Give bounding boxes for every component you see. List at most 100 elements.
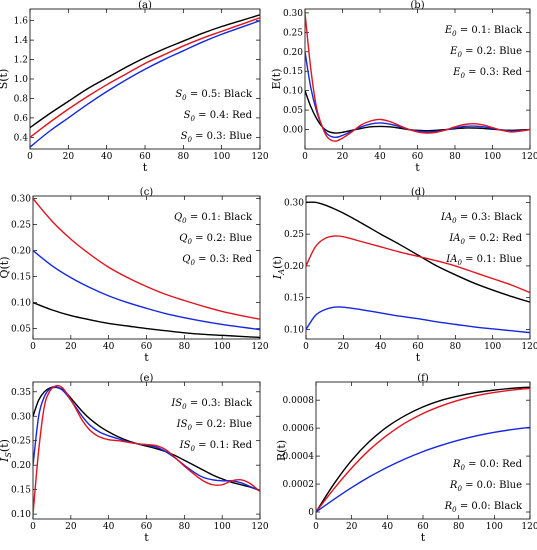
legend-entry-2: S0 = 0.4: Red: [184, 110, 253, 123]
y-axis-label: E(t): [270, 68, 283, 89]
legend: IS0 = 0.3: Black IS0 = 0.2: Blue IS0 = 0.1…: [170, 398, 253, 453]
x-tick-label: 20: [65, 522, 77, 532]
y-tick-label: 0.25: [283, 28, 303, 38]
series-line-3: [306, 306, 530, 334]
x-tick-label: 100: [486, 522, 503, 532]
legend-entry-1: Q0 = 0.1: Black: [174, 212, 253, 225]
y-tick-label: 0.10: [11, 510, 31, 520]
x-axis-label: t: [415, 161, 420, 174]
legend-entry-3: E0 = 0.3: Red: [452, 67, 522, 80]
y-tick-label: 0.10: [11, 299, 31, 309]
x-tick-label: 0: [303, 342, 309, 352]
panel-title: (f): [417, 373, 429, 384]
series-line-3: [30, 20, 260, 148]
x-tick-label: 120: [251, 342, 268, 352]
legend-entry-2: R0 = 0.0: Blue: [449, 480, 522, 493]
x-tick-label: 20: [63, 152, 75, 162]
y-tick-label: 0.05: [11, 325, 31, 335]
x-tick-label: 20: [346, 522, 358, 532]
series-line-2: [305, 51, 530, 139]
legend-entry-1: R0 = 0.0: Red: [452, 459, 523, 472]
x-tick-label: 40: [103, 342, 115, 352]
legend-entry-2: IA0 = 0.2: Red: [448, 233, 522, 246]
y-tick-label: 0.30: [283, 9, 303, 19]
series-line-1: [316, 386, 530, 513]
series-line-3: [33, 384, 260, 515]
y-tick-label: 0.10: [283, 87, 303, 97]
x-tick-label: 60: [412, 342, 424, 352]
x-tick-label: 80: [449, 152, 461, 162]
panel-e: (e) 0 20 40 60 80 100 120 0.10 0.15 0.20 0.25 0.30 0.…: [0, 373, 269, 544]
x-tick-label: 60: [139, 152, 151, 162]
x-tick-label: 80: [178, 152, 190, 162]
legend: R0 = 0.0: Red R0 = 0.0: Blue R0 = 0.0: Bla…: [444, 459, 523, 514]
x-tick-label: 120: [251, 152, 268, 162]
series-line-2: [30, 17, 260, 138]
y-tick-label: 1.0: [14, 75, 29, 85]
y-tick-label: 0.10: [284, 325, 304, 335]
x-tick-label: 120: [521, 342, 537, 352]
x-tick-label: 0: [302, 152, 308, 162]
legend: E0 = 0.1: Black E0 = 0.2: Blue E0 = 0.3: R…: [444, 25, 523, 80]
y-axis-label: R(t): [275, 440, 288, 461]
series-line-1: [305, 90, 530, 134]
y-tick-label: 1.4: [14, 36, 29, 46]
x-tick-label: 80: [450, 342, 462, 352]
y-tick-label: 0.20: [11, 247, 31, 257]
legend-entry-1: E0 = 0.1: Black: [444, 25, 523, 38]
x-axis-label: t: [144, 351, 149, 364]
x-tick-label: 60: [141, 522, 153, 532]
y-tick-label: 0.0006: [283, 424, 315, 434]
legend-entry-3: IA0 = 0.1: Blue: [445, 254, 522, 267]
panel-title: (d): [411, 187, 425, 198]
x-tick-label: 100: [484, 342, 501, 352]
panel-c: (c) 0 20 40 60 80 100 120 0.05 0.10 0.15 0.20 0.25 0.…: [0, 187, 269, 364]
legend-entry-1: IS0 = 0.3: Black: [170, 398, 253, 411]
x-tick-label: 100: [213, 152, 230, 162]
series-line-2: [316, 387, 530, 513]
y-tick-label: 0.8: [14, 94, 29, 104]
legend-entry-2: E0 = 0.2: Blue: [449, 46, 522, 59]
x-tick-label: 0: [313, 522, 319, 532]
x-tick-label: 40: [103, 522, 115, 532]
y-tick-label: 0.4: [14, 133, 29, 143]
x-axis-label: t: [416, 351, 421, 364]
y-axis-label: S(t): [0, 69, 10, 90]
y-tick-label: 0.30: [11, 195, 31, 205]
y-tick-label: 0.20: [284, 262, 304, 272]
x-tick-label: 20: [65, 342, 77, 352]
x-tick-label: 40: [374, 152, 386, 162]
panel-a: (a) 0 20 40 60 80 100 120 0.4 0.6 0.8 1.0 1.2 1.4 1.6 t…: [0, 0, 269, 174]
x-axis-label: t: [421, 531, 426, 544]
legend-entry-1: IA0 = 0.3: Black: [440, 212, 523, 225]
x-tick-label: 80: [179, 342, 191, 352]
panel-title: (b): [410, 0, 424, 11]
panel-title: (c): [140, 187, 154, 198]
y-tick-label: 0.15: [11, 486, 31, 496]
series-line-3: [33, 198, 260, 320]
y-tick-label: 1.6: [14, 17, 29, 27]
legend: IA0 = 0.3: Black IA0 = 0.2: Red IA0 = 0.1:…: [440, 212, 523, 267]
x-tick-label: 100: [214, 342, 231, 352]
x-tick-label: 40: [375, 342, 387, 352]
y-tick-label: 0.25: [284, 230, 304, 240]
x-tick-label: 80: [179, 522, 191, 532]
legend-entry-1: S0 = 0.5: Black: [175, 89, 253, 102]
legend-entry-3: R0 = 0.0: Black: [444, 501, 523, 514]
x-axis-label: t: [143, 161, 148, 174]
x-axis-label: t: [144, 531, 149, 544]
panel-title: (e): [140, 373, 154, 384]
y-tick-label: 0.20: [283, 48, 303, 58]
y-tick-label: 0.05: [283, 106, 303, 116]
panel-b: (b) 0 20 40 60 80 100 120 0.00 0.05 0.10 0.15 0.20 0.…: [270, 0, 537, 174]
legend-entry-3: Q0 = 0.3: Red: [182, 254, 252, 267]
plot-frame: [315, 381, 531, 520]
legend: Q0 = 0.1: Black Q0 = 0.2: Blue Q0 = 0.3: R…: [174, 212, 253, 267]
panel-d: (d) 0 20 40 60 80 100 120 0.10 0.15 0.20 0.25 0.30 t I…: [271, 187, 537, 364]
series-line-1: [30, 14, 260, 129]
x-tick-label: 20: [337, 152, 349, 162]
y-axis-label: IA(t): [271, 256, 286, 280]
series-line-1: [306, 201, 530, 303]
y-tick-label: 0.30: [284, 198, 304, 208]
